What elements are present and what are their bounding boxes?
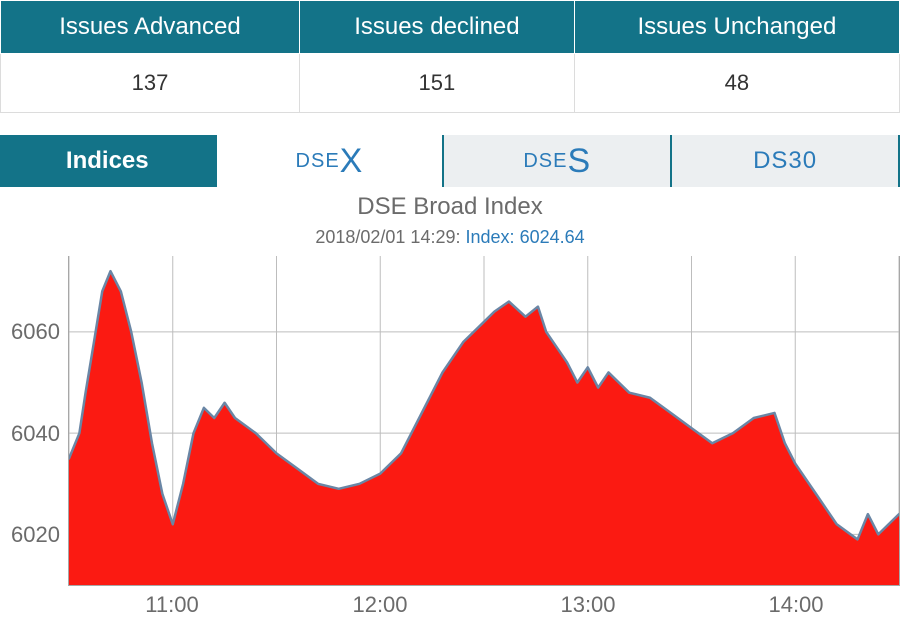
issues-table: Issues Advanced Issues declined Issues U… [0,0,900,113]
y-tick-label: 6060 [11,319,60,345]
chart-subtitle-time: 2018/02/01 14:29: [315,227,460,247]
chart-subtitle-label: Index: [466,227,515,247]
tab-dsex[interactable]: DSEX [217,135,445,187]
issues-header-advanced: Issues Advanced [1,1,300,54]
tab-indices-label: Indices [0,135,217,187]
tab-ds30-label: DS30 [753,147,817,175]
tab-dses-big: S [567,142,591,181]
chart-subtitle-value: 6024.64 [520,227,585,247]
tab-ds30[interactable]: DS30 [672,135,900,187]
chart-title: DSE Broad Index [0,193,900,221]
x-tick-label: 11:00 [145,592,198,618]
issues-advanced-value: 137 [1,54,300,113]
x-tick-label: 14:00 [768,592,823,618]
issues-header-declined: Issues declined [299,1,574,54]
chart-x-axis: 11:00 12:00 13:00 14:00 [68,586,900,622]
index-tabs: Indices DSEX DSES DS30 [0,135,900,187]
chart-area: 6020 6040 6060 [0,256,900,586]
x-tick-label: 13:00 [560,592,615,618]
tab-dsex-big: X [340,142,364,181]
issues-unchanged-value: 48 [574,54,899,113]
chart-header: DSE Broad Index 2018/02/01 14:29: Index:… [0,193,900,248]
tab-dsex-pre: DSE [296,150,340,173]
chart-subtitle: 2018/02/01 14:29: Index: 6024.64 [0,227,900,248]
x-tick-label: 12:00 [352,592,407,618]
chart-plot [68,256,900,586]
issues-header-unchanged: Issues Unchanged [574,1,899,54]
chart-plot-wrap [68,256,900,586]
tab-dses-pre: DSE [523,150,567,173]
tab-dses[interactable]: DSES [444,135,672,187]
y-tick-label: 6020 [11,522,60,548]
issues-declined-value: 151 [299,54,574,113]
chart-y-axis: 6020 6040 6060 [0,256,68,586]
y-tick-label: 6040 [11,421,60,447]
issues-row: 137 151 48 [1,54,900,113]
